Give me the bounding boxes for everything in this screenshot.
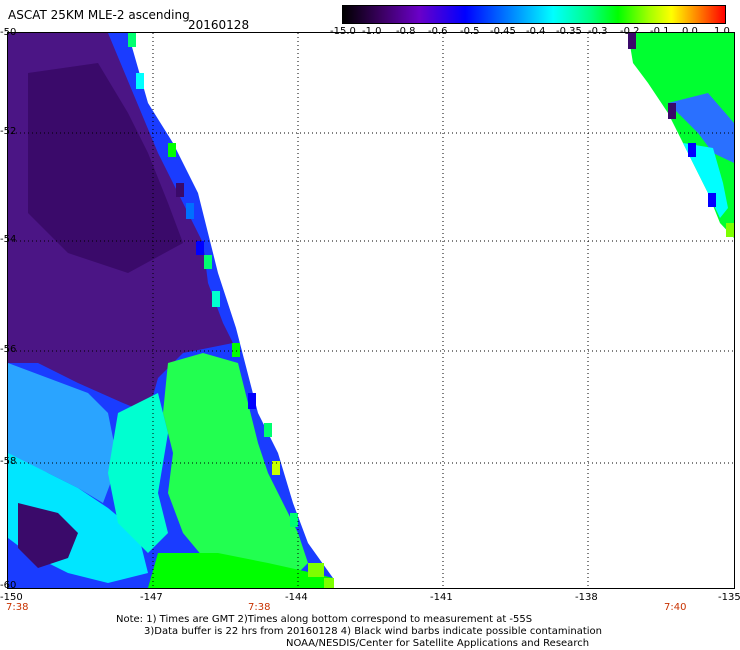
- wind-map: [7, 32, 735, 589]
- colorbar-label: -0.4: [526, 26, 546, 37]
- colorbar-label: -0.5: [460, 26, 480, 37]
- lat-label: -60: [0, 580, 17, 591]
- lon-label: -138: [575, 592, 598, 603]
- lat-label: -50: [0, 27, 17, 38]
- swath-green-mid: [163, 353, 308, 583]
- lon-label: -144: [285, 592, 308, 603]
- swath-purple-lower: [18, 503, 78, 568]
- edge-cell: [308, 563, 324, 577]
- lat-label: -54: [0, 234, 17, 245]
- right-swath: [628, 33, 734, 238]
- lat-lon-grid: [8, 33, 734, 588]
- note-line-2: 3)Data buffer is 22 hrs from 20160128 4)…: [144, 626, 602, 637]
- colorbar-label: -15.0: [330, 26, 356, 37]
- edge-cell: [136, 73, 144, 89]
- swath-deep-purple: [28, 63, 183, 273]
- lat-label: -56: [0, 344, 17, 355]
- edge-cell: [186, 203, 194, 219]
- edge-cell: [708, 193, 716, 207]
- time-label: 7:38: [6, 602, 29, 613]
- edge-cell: [168, 143, 176, 157]
- edge-cell: [232, 343, 240, 357]
- edge-cell: [290, 513, 298, 527]
- lon-label: -141: [430, 592, 453, 603]
- edge-cell: [176, 183, 184, 197]
- wind-map-svg: [8, 33, 734, 588]
- edge-cell: [248, 393, 256, 409]
- swath-green-bottom: [148, 553, 334, 588]
- colorbar-label: -0.45: [490, 26, 516, 37]
- colorbar-label: -0.3: [588, 26, 608, 37]
- edge-cell: [324, 578, 334, 588]
- note-line-3: NOAA/NESDIS/Center for Satellite Applica…: [286, 638, 590, 649]
- lat-label: -58: [0, 456, 17, 467]
- edge-cell: [668, 103, 676, 119]
- edge-cell: [272, 461, 280, 475]
- colorbar-label: -0.1: [650, 26, 670, 37]
- colorbar-label: -0.8: [396, 26, 416, 37]
- colorbar-label: -0.2: [620, 26, 640, 37]
- lon-label: -147: [140, 592, 163, 603]
- edge-cell: [726, 223, 734, 237]
- map-title: ASCAT 25KM MLE-2 ascending: [8, 8, 190, 22]
- colorbar: [342, 5, 726, 24]
- note-line-1: Note: 1) Times are GMT 2)Times along bot…: [116, 614, 533, 625]
- edge-cell: [264, 423, 272, 437]
- edge-cell: [204, 255, 212, 269]
- colorbar-labels: -15.0 -1.0 -0.8 -0.6 -0.5 -0.45 -0.4 -0.…: [330, 26, 740, 40]
- edge-cell: [196, 241, 204, 255]
- edge-cell: [128, 33, 136, 47]
- lon-label: -135: [718, 592, 740, 603]
- colorbar-label: -1.0: [362, 26, 382, 37]
- map-date: 20160128: [188, 18, 250, 32]
- edge-cell: [688, 143, 696, 157]
- left-swath: [8, 33, 334, 588]
- colorbar-label: 1.0: [714, 26, 730, 37]
- swath-right-cyan: [683, 143, 728, 218]
- colorbar-label: -0.35: [556, 26, 582, 37]
- edge-cell: [628, 33, 636, 49]
- lat-label: -52: [0, 126, 17, 137]
- edge-cell: [212, 291, 220, 307]
- swath-right-blue: [668, 93, 734, 163]
- colorbar-label: 0.0: [682, 26, 698, 37]
- lon-label: -150: [0, 592, 23, 603]
- colorbar-label: -0.6: [428, 26, 448, 37]
- time-label: 7:38: [248, 602, 271, 613]
- time-label: 7:40: [664, 602, 687, 613]
